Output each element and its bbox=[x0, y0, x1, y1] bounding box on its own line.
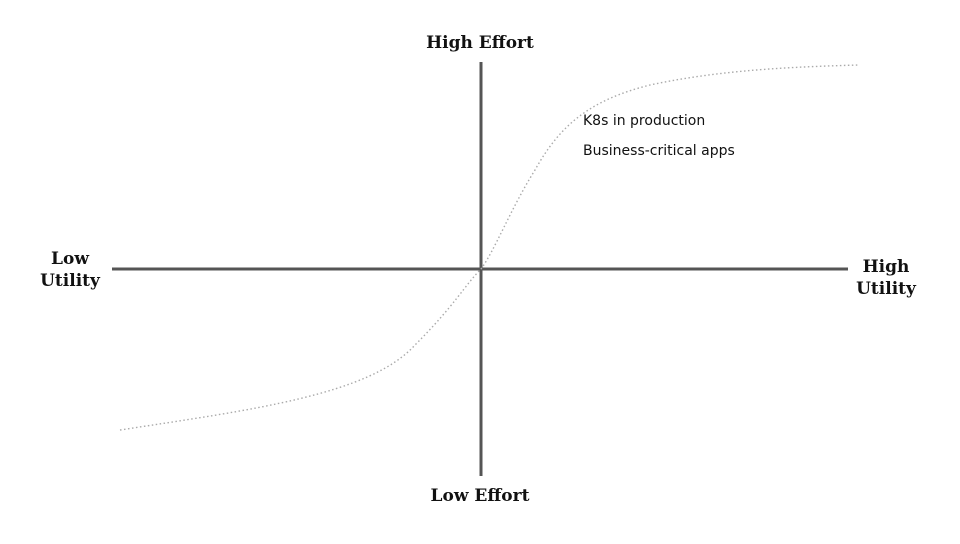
axis-label-low-utility-line1: Low bbox=[51, 249, 89, 269]
annotation-business-critical-apps: Business-critical apps bbox=[583, 143, 735, 159]
axis-label-high-utility-line1: High bbox=[862, 257, 910, 277]
axis-label-low-utility-line2: Utility bbox=[40, 271, 100, 291]
annotation-k8s-in-production: K8s in production bbox=[583, 113, 706, 129]
axis-label-high-utility: High Utility bbox=[836, 256, 936, 300]
axis-label-low-utility: Low Utility bbox=[20, 248, 120, 292]
s-curve bbox=[119, 64, 859, 431]
axis-label-low-effort: Low Effort bbox=[430, 486, 530, 506]
axis-label-high-effort: High Effort bbox=[426, 33, 534, 53]
axis-label-high-utility-line2: Utility bbox=[856, 279, 916, 299]
